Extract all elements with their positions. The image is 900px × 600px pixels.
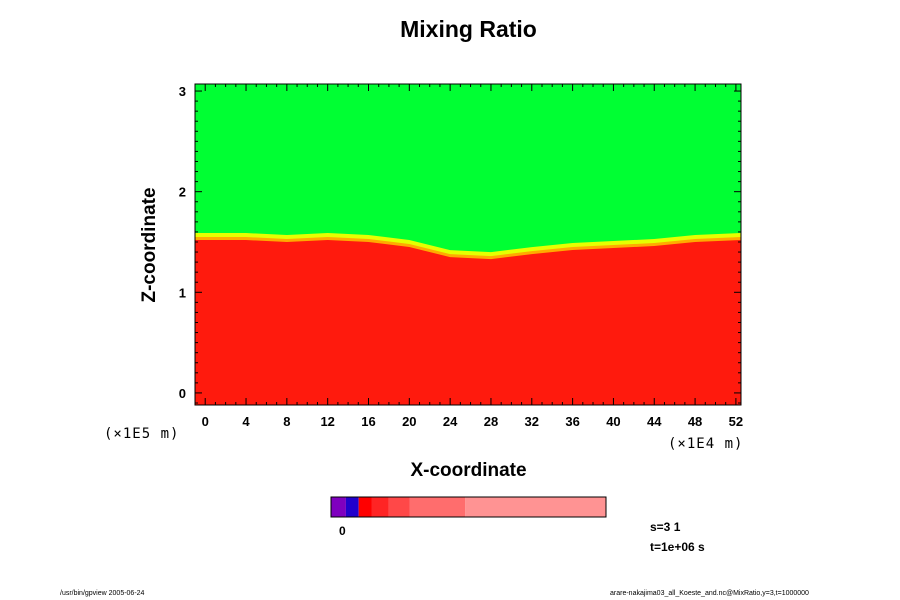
x-tick-label: 48	[688, 414, 702, 429]
x-axis-label: X-coordinate	[410, 460, 527, 481]
lower-region	[195, 240, 741, 405]
step-label: s=3 1	[650, 520, 681, 534]
x-scale-label: (×1E4 m)	[668, 436, 744, 452]
colorbar-segment	[388, 497, 410, 517]
y-axis-label: Z-coordinate	[139, 187, 160, 303]
plot-frame	[194, 83, 742, 406]
y-tick-label: 3	[179, 84, 186, 99]
x-tick-label: 28	[484, 414, 498, 429]
x-tick-label: 12	[320, 414, 334, 429]
x-tick-label: 0	[202, 414, 209, 429]
colorbar-tick-label: 0	[339, 524, 346, 538]
x-tick-label: 16	[361, 414, 375, 429]
x-tick-label: 44	[647, 414, 662, 429]
colorbar-frame	[330, 496, 607, 518]
chart-title: Mixing Ratio	[400, 16, 537, 42]
x-tick-label: 20	[402, 414, 416, 429]
time-label: t=1e+06 s	[650, 540, 705, 554]
x-tick-label: 32	[525, 414, 539, 429]
x-tick-label: 36	[565, 414, 579, 429]
y-tick-label: 0	[179, 386, 186, 401]
colorbar-segment	[371, 497, 389, 517]
colorbar-segment	[331, 497, 346, 517]
footer-right: arare-nakajima03_all_Koeste_and.nc@MixRa…	[610, 590, 809, 597]
x-tick-label: 4	[242, 414, 250, 429]
y-scale-label: (×1E5 m)	[104, 426, 180, 442]
colorbar-segment	[358, 497, 372, 517]
x-tick-label: 40	[606, 414, 620, 429]
footer-left: /usr/bin/gpview 2005-06-24	[60, 590, 145, 597]
x-tick-label: 8	[283, 414, 290, 429]
colorbar-segment	[345, 497, 359, 517]
x-tick-label: 24	[443, 414, 458, 429]
y-tick-label: 1	[179, 285, 186, 300]
x-tick-label: 52	[729, 414, 743, 429]
colorbar-segment	[409, 497, 466, 517]
colorbar-segment	[465, 497, 606, 517]
y-tick-label: 2	[179, 185, 186, 200]
